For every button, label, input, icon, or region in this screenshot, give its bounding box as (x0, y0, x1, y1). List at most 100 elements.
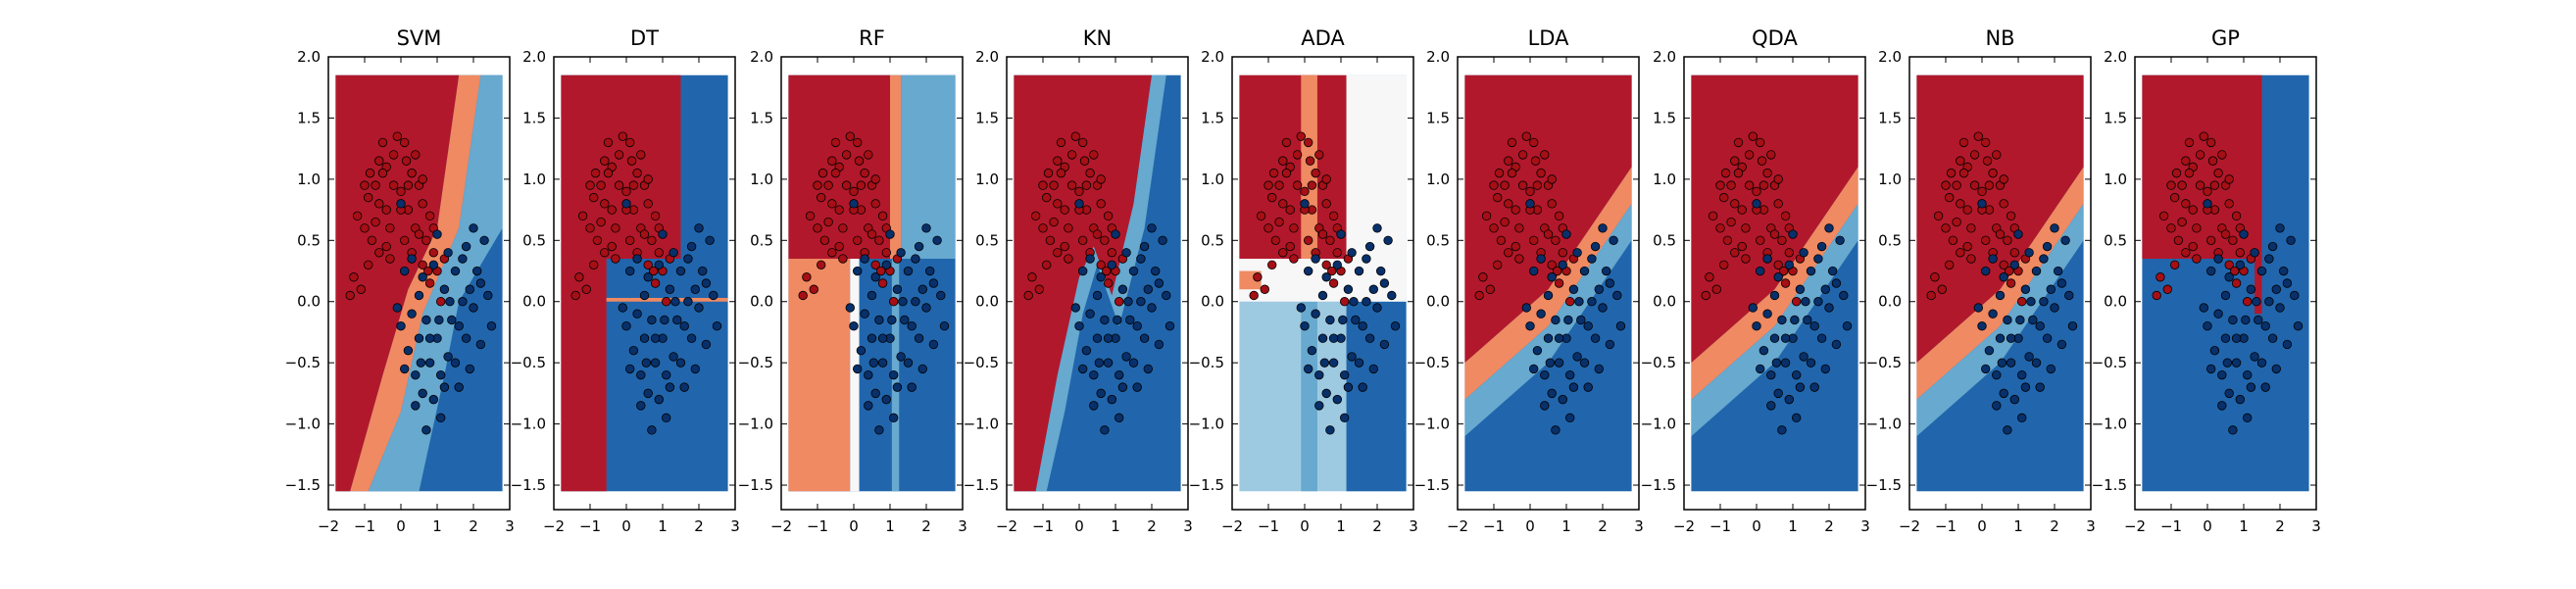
data-point-class-1 (1317, 290, 1328, 301)
data-point-class-1 (709, 290, 718, 301)
data-point-class-0 (2177, 180, 2187, 190)
data-point-class-1 (2199, 303, 2209, 313)
data-point-class-1 (458, 254, 468, 264)
data-point-class-0 (1755, 235, 1765, 245)
y-tick-label: −0.5 (1641, 354, 1676, 371)
data-point-class-1 (669, 352, 678, 362)
y-tick-label: 1.5 (1653, 109, 1676, 126)
data-point-class-1 (2046, 364, 2056, 374)
y-tick-label: −1.5 (2092, 476, 2127, 494)
data-point-class-1 (662, 413, 671, 423)
data-point-class-1 (618, 303, 628, 313)
data-point-class-1 (2224, 388, 2234, 399)
data-point-class-0 (1773, 174, 1783, 184)
data-point-class-0 (1328, 278, 1339, 288)
data-point-class-1 (475, 339, 486, 350)
panel-ada: ADA −2 −1 0 1 2 3 −1.5 −1.0 −0.5 0.0 0.5 1.0 1.5 2.0 (1189, 26, 1418, 535)
data-point-class-0 (1081, 180, 1092, 190)
data-point-class-1 (1349, 297, 1359, 307)
data-point-class-0 (603, 168, 614, 178)
y-tick-label: 0.0 (750, 293, 773, 311)
data-point-class-0 (1711, 284, 1722, 294)
scatter-points (1023, 131, 1175, 435)
data-point-class-1 (2275, 223, 2285, 233)
data-point-class-0 (411, 150, 421, 160)
data-point-class-1 (1147, 303, 1157, 313)
data-point-class-1 (1816, 241, 1827, 252)
data-point-class-1 (874, 425, 884, 435)
data-point-class-1 (917, 284, 928, 294)
y-tick-label: 0.5 (1201, 231, 1224, 249)
data-point-class-1 (643, 272, 653, 282)
data-point-class-1 (683, 297, 693, 307)
x-tick-label: 1 (658, 517, 668, 535)
data-point-class-0 (827, 248, 837, 258)
data-point-class-1 (1755, 266, 1765, 276)
data-point-class-0 (1317, 229, 1328, 239)
axes-frame (327, 56, 511, 511)
data-point-class-0 (870, 260, 880, 270)
data-point-class-1 (701, 278, 712, 288)
data-point-class-1 (690, 364, 701, 374)
data-point-class-1 (1988, 309, 1998, 319)
panel-title: LDA (1528, 26, 1570, 50)
data-point-class-1 (1759, 345, 1769, 356)
region-neutral (850, 259, 860, 492)
data-point-class-0 (1988, 168, 1998, 178)
data-point-class-0 (1744, 150, 1755, 160)
data-point-class-0 (1281, 168, 1292, 178)
data-point-class-1 (1820, 364, 1831, 374)
data-point-class-0 (1536, 168, 1546, 178)
y-tick-label: 0.0 (2104, 293, 2127, 311)
data-point-class-1 (907, 321, 916, 331)
y-tick-label: −1.0 (511, 416, 546, 433)
data-point-class-1 (2231, 358, 2242, 368)
data-point-class-0 (418, 174, 427, 184)
data-point-class-1 (1303, 364, 1313, 374)
data-point-class-0 (1289, 223, 1299, 233)
data-point-class-0 (1077, 137, 1088, 148)
data-point-class-1 (2217, 369, 2227, 380)
data-point-class-1 (1809, 321, 1819, 331)
data-point-class-0 (2230, 266, 2240, 276)
data-point-class-0 (1547, 199, 1557, 209)
data-point-class-0 (654, 248, 665, 258)
data-point-class-0 (418, 199, 427, 209)
decision-regions (1458, 57, 1639, 510)
data-point-class-1 (1574, 297, 1584, 307)
data-point-class-0 (817, 168, 828, 178)
y-tick-label: 2.0 (1426, 48, 1450, 66)
data-point-class-0 (1103, 278, 1114, 288)
data-point-class-1 (1540, 369, 1550, 380)
data-point-class-0 (1528, 137, 1539, 148)
data-point-class-1 (1364, 333, 1375, 343)
data-point-class-0 (860, 168, 869, 178)
data-point-class-1 (1125, 315, 1135, 325)
region-light-blue (1035, 74, 1166, 492)
y-tick-label: −1.0 (285, 416, 321, 433)
data-point-class-0 (400, 235, 410, 245)
data-point-class-0 (1564, 297, 1575, 307)
data-point-class-0 (407, 168, 417, 178)
y-tick-label: −1.0 (1641, 416, 1676, 433)
data-point-class-0 (1492, 192, 1503, 203)
decision-regions (554, 57, 735, 510)
region-light-blue (368, 74, 503, 492)
data-point-class-0 (2188, 241, 2198, 252)
data-point-class-0 (1946, 168, 1957, 178)
data-point-class-0 (830, 137, 841, 148)
y-tick-label: 0.5 (2104, 231, 2127, 249)
data-point-class-1 (1563, 315, 1573, 325)
data-point-class-1 (889, 369, 899, 380)
data-point-class-0 (1748, 131, 1759, 141)
data-point-class-1 (925, 266, 935, 276)
data-point-class-1 (403, 345, 414, 356)
data-point-class-1 (892, 284, 903, 294)
data-point-class-0 (1285, 205, 1295, 215)
data-point-class-1 (1806, 266, 1816, 276)
data-point-class-0 (1500, 217, 1510, 227)
data-point-class-0 (1507, 168, 1517, 178)
data-point-class-1 (632, 254, 642, 264)
data-point-class-0 (1496, 235, 1507, 245)
data-point-class-0 (1517, 180, 1528, 190)
